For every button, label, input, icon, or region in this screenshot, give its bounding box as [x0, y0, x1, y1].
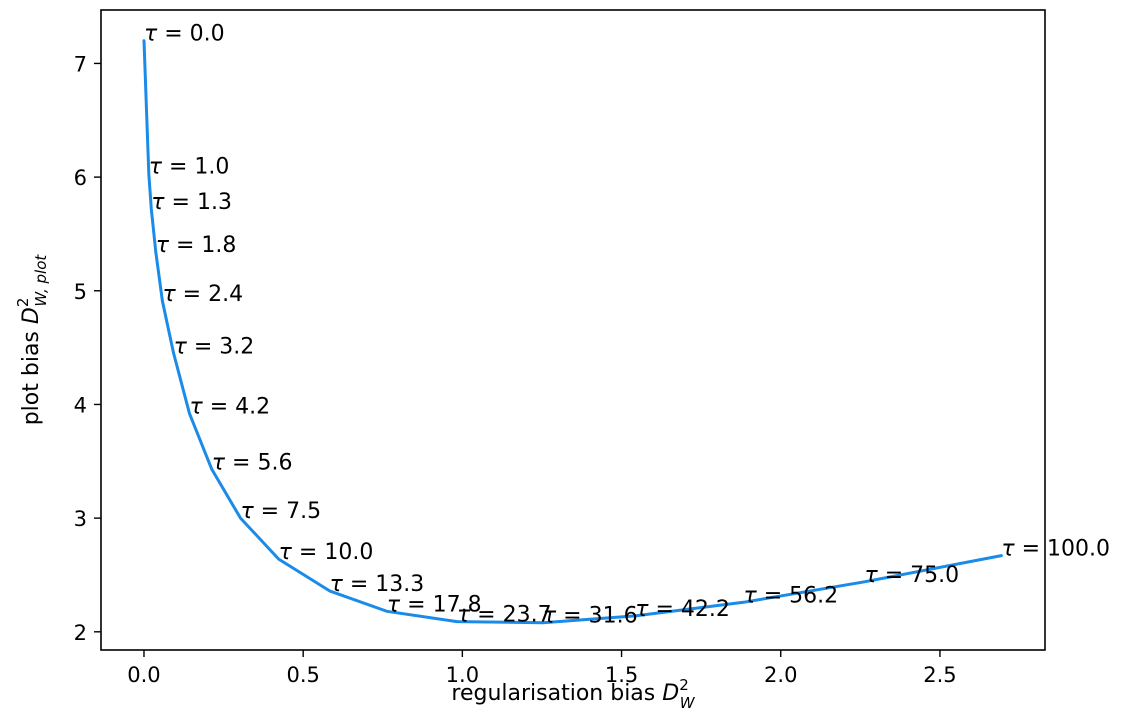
series-line — [142, 39, 1003, 625]
y-axis-ticks: 2 3 4 5 6 7 — [74, 52, 101, 645]
data-point-label: τ = 7.5 — [240, 499, 321, 524]
data-point-label: τ = 1.0 — [149, 155, 230, 180]
y-tick-label: 2 — [74, 621, 87, 645]
x-tick-label: 2.0 — [764, 663, 797, 687]
y-tick-label: 3 — [74, 507, 87, 531]
y-tick-label: 7 — [74, 52, 87, 76]
x-tick-label: 1.0 — [446, 663, 479, 687]
x-tick-label: 2.5 — [923, 663, 956, 687]
data-point-label: τ = 1.8 — [156, 233, 237, 258]
data-point-label: τ = 13.3 — [330, 572, 425, 597]
data-point-label: τ = 100.0 — [1001, 537, 1110, 562]
x-tick-label: 0.5 — [286, 663, 319, 687]
data-point-label: τ = 0.0 — [144, 22, 225, 47]
x-axis-label: regularisation bias D2 W — [451, 676, 695, 712]
x-tick-label: 0.0 — [127, 663, 160, 687]
data-point-label: τ = 10.0 — [279, 540, 374, 565]
y-tick-label: 6 — [74, 166, 87, 190]
x-axis-ticks: 0.0 0.5 1.0 1.5 2.0 2.5 — [127, 650, 957, 687]
data-point-label: τ = 5.6 — [212, 450, 293, 475]
data-point-label: τ = 2.4 — [162, 282, 243, 307]
plot-marks: τ = 0.0 τ = 1.0 τ = 1.3 τ = 1.8 τ = 2.4 τ = 3… — [142, 22, 1110, 629]
data-point-label: τ = 31.6 — [543, 604, 638, 629]
y-axis-label: plot bias D2W, plot — [14, 254, 50, 426]
data-point-label: τ = 42.2 — [635, 597, 730, 622]
data-point-label: τ = 23.7 — [457, 603, 552, 628]
data-point-label: τ = 17.8 — [387, 592, 482, 617]
data-point-label: τ = 56.2 — [743, 583, 838, 608]
data-point-label: τ = 75.0 — [864, 563, 959, 588]
y-tick-label: 4 — [74, 393, 87, 417]
data-point-label: τ = 4.2 — [190, 395, 271, 420]
data-point-label: τ = 3.2 — [174, 334, 255, 359]
x-tick-label: 1.5 — [605, 663, 638, 687]
data-point-label: τ = 1.3 — [151, 190, 232, 215]
plot-frame — [100, 9, 1046, 651]
y-tick-label: 5 — [74, 280, 87, 304]
